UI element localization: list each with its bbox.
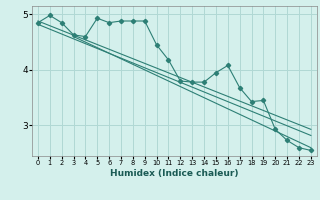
X-axis label: Humidex (Indice chaleur): Humidex (Indice chaleur) xyxy=(110,169,239,178)
